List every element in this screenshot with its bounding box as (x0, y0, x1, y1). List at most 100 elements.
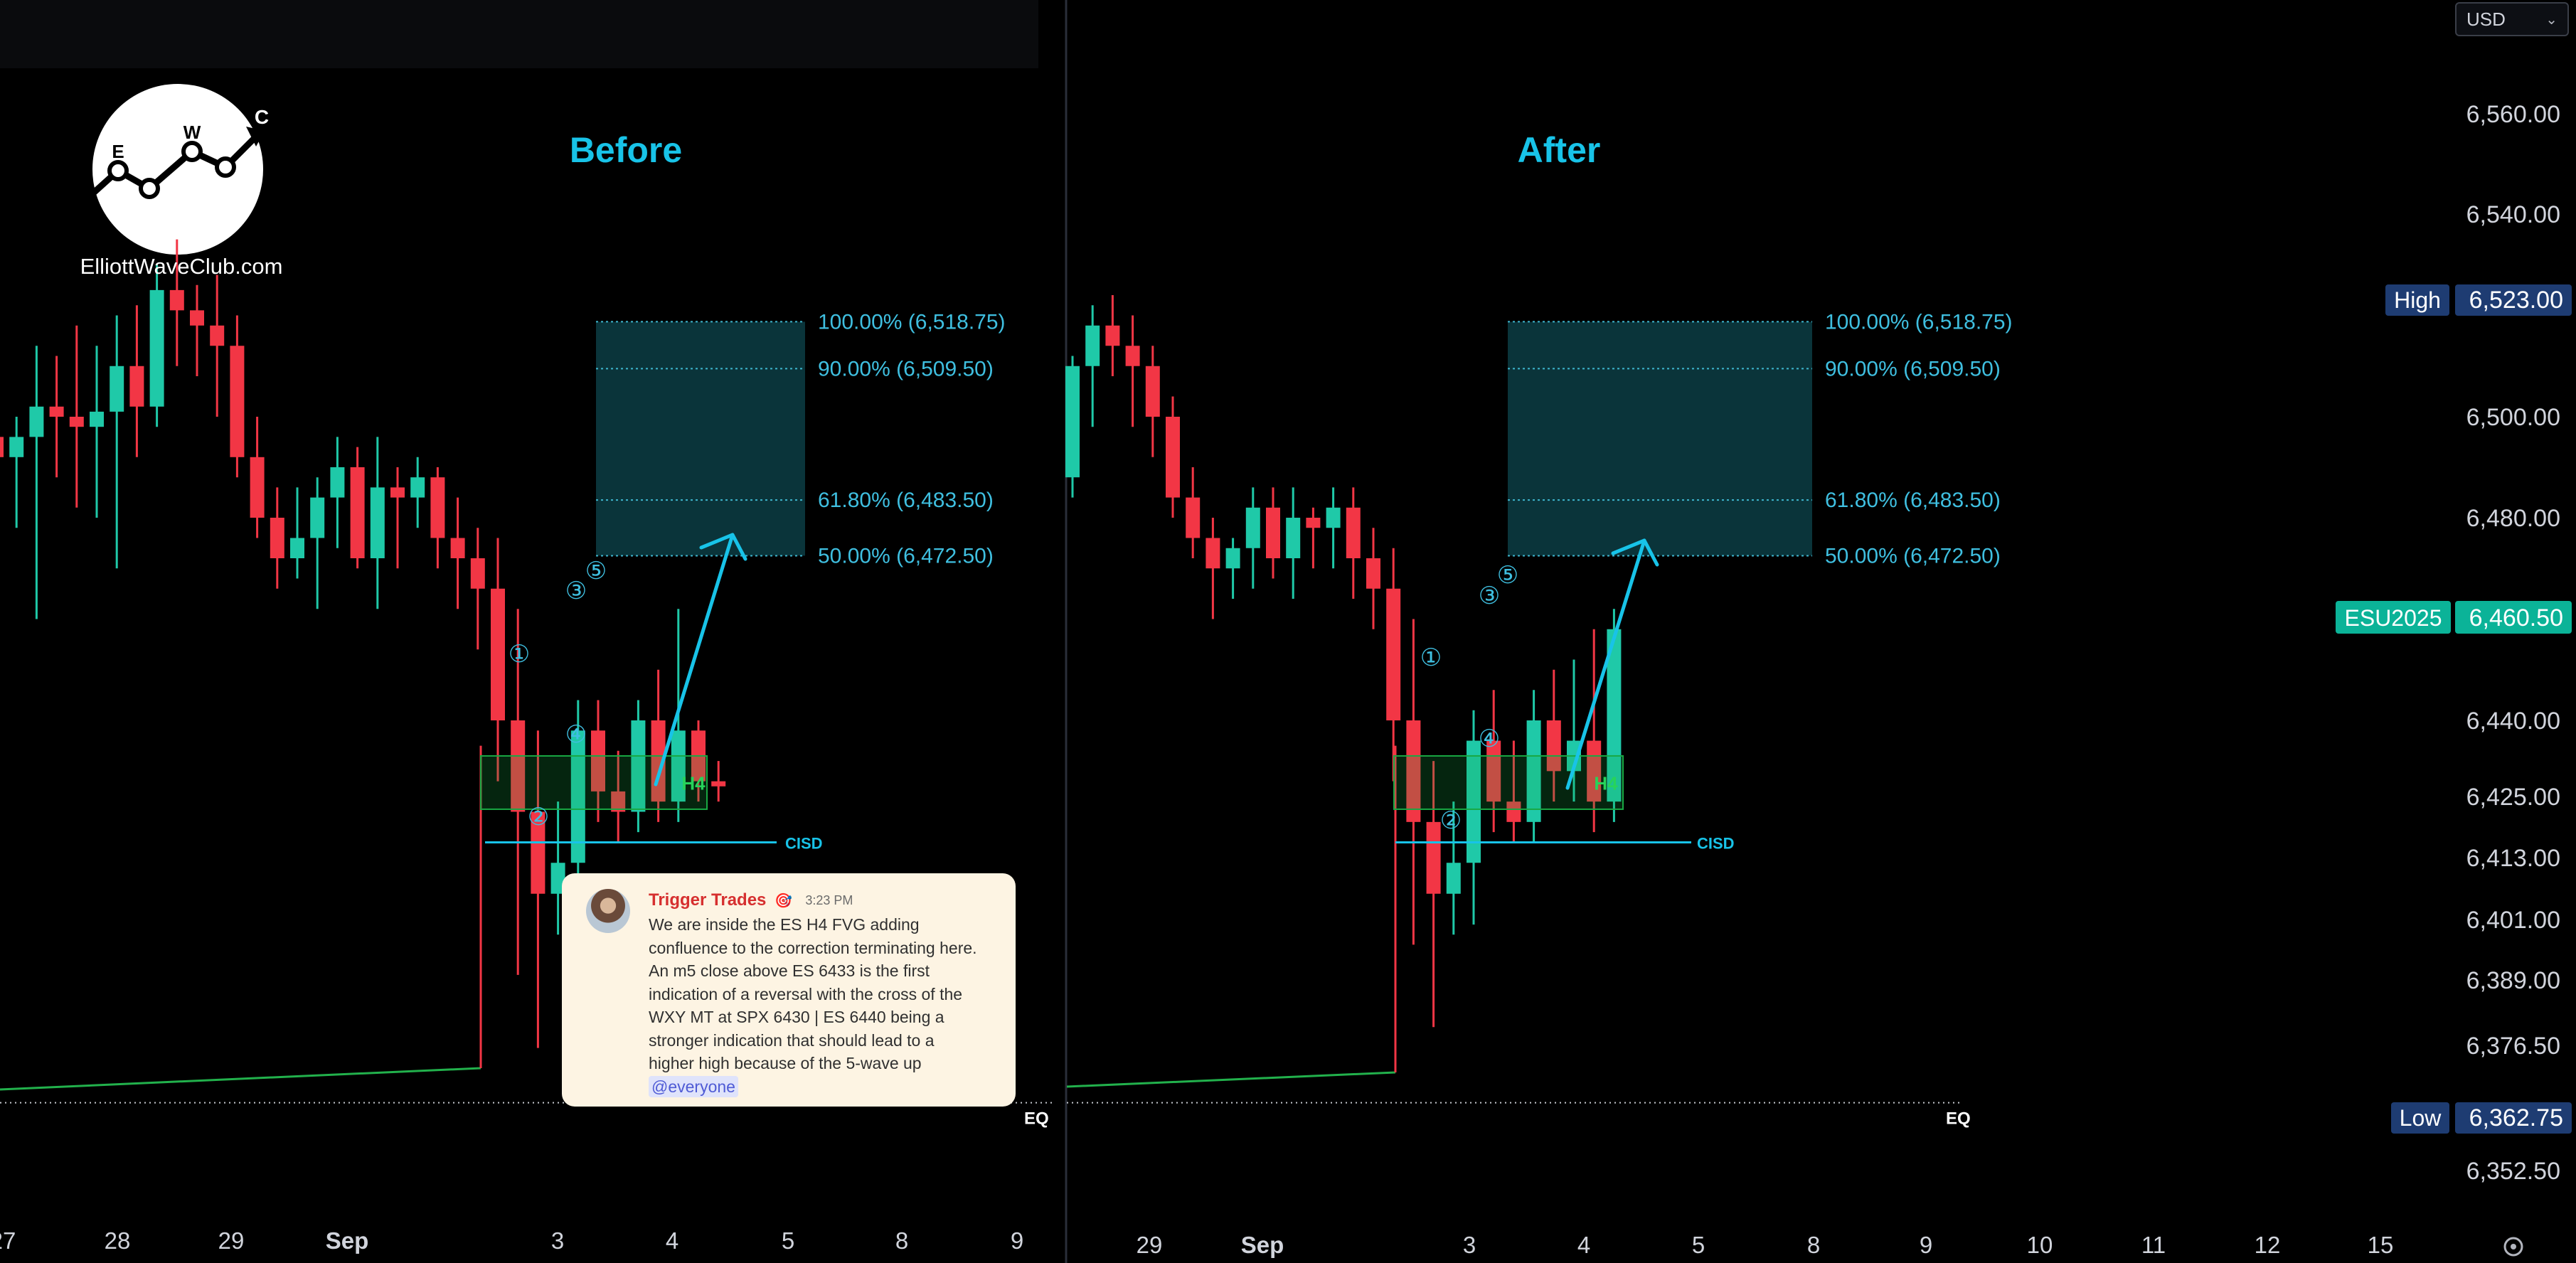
symbol-tag-value: 6,460.50 (2469, 604, 2563, 632)
candle-body[interactable] (390, 487, 405, 498)
projection-arrow[interactable] (654, 533, 735, 787)
candle-body[interactable] (29, 406, 44, 437)
chevron-down-icon: ⌄ (2545, 11, 2558, 28)
candle-body[interactable] (370, 487, 385, 558)
candle-body[interactable] (1166, 417, 1180, 498)
candle-body[interactable] (1145, 366, 1160, 417)
candle-body[interactable] (169, 289, 184, 311)
candle-body[interactable] (1366, 558, 1380, 589)
candle-body[interactable] (1125, 346, 1140, 366)
currency-select[interactable]: USD ⌄ (2455, 2, 2569, 36)
candle-body[interactable] (1467, 740, 1481, 863)
candle-body[interactable] (1446, 863, 1461, 894)
candle-body[interactable] (270, 518, 284, 558)
fib-zone[interactable] (1508, 321, 1812, 556)
candle-body[interactable] (1546, 720, 1561, 772)
cisd-label: CISD (1697, 835, 1735, 853)
time-tick-label: 15 (2368, 1232, 2394, 1258)
price-axis[interactable]: 6,560.00 6,540.00 6,500.00 6,480.00 6,44… (2466, 101, 2560, 1185)
message-line: higher high because of the 5-wave up (649, 1054, 922, 1072)
candle-body[interactable] (110, 366, 124, 412)
candle-body[interactable] (149, 289, 164, 407)
message-line: WXY MT at SPX 6430 | ES 6440 being a (649, 1008, 944, 1026)
high-tag-value-bg (2455, 284, 2572, 316)
price-label: 6,401.00 (2466, 907, 2560, 934)
cisd-label: CISD (785, 835, 823, 853)
projection-arrow[interactable] (1565, 538, 1646, 790)
chart-panel-after[interactable]: 100.00% (6,518.75) 90.00% (6,509.50) 61.80… (1065, 295, 2393, 1258)
candle-body[interactable] (611, 791, 626, 812)
chart-panel-before[interactable]: 100.00% (6,518.75) 90.00% (6,509.50) 61.80… (0, 239, 1053, 1254)
fvg-box[interactable] (480, 755, 708, 810)
candle-body[interactable] (591, 730, 605, 792)
fib-level-label: 61.80% (6,483.50) (818, 489, 994, 512)
candle-body[interactable] (350, 467, 365, 558)
candle-body[interactable] (491, 588, 505, 720)
candle-body[interactable] (1085, 325, 1100, 366)
trend-line[interactable] (1066, 1071, 1396, 1088)
gear-icon[interactable] (2503, 1237, 2523, 1257)
candle-body[interactable] (1186, 497, 1201, 538)
candle-body[interactable] (1266, 507, 1280, 558)
candle-body[interactable] (310, 497, 325, 538)
candle-body[interactable] (1426, 821, 1441, 894)
fib-level-label: 61.80% (6,483.50) (1825, 489, 2001, 512)
candle-body[interactable] (49, 406, 64, 417)
candle-body[interactable] (330, 467, 345, 498)
message-line: We are inside the ES H4 FVG adding (649, 915, 920, 934)
fib-zone[interactable] (596, 321, 805, 556)
candle-body[interactable] (1526, 720, 1541, 822)
time-tick-label: 3 (1463, 1232, 1476, 1258)
candle-body[interactable] (1406, 720, 1421, 822)
candle-body[interactable] (671, 730, 686, 802)
time-tick-label: 9 (1920, 1232, 1932, 1258)
candle-body[interactable] (1205, 538, 1220, 569)
candle-body[interactable] (1506, 801, 1521, 822)
candle-body[interactable] (1386, 588, 1401, 720)
candle-body[interactable] (129, 366, 144, 407)
time-tick-label: 9 (1011, 1227, 1023, 1254)
candle-body[interactable] (9, 437, 24, 457)
candle-body[interactable] (250, 457, 265, 518)
candle-body[interactable] (570, 730, 585, 863)
candle-body[interactable] (511, 720, 526, 812)
candle-body[interactable] (470, 558, 485, 589)
candle-body[interactable] (1346, 507, 1361, 558)
message-line: indication of a reversal with the cross … (649, 984, 963, 1003)
wave-label: ① (1420, 644, 1442, 671)
candle-body[interactable] (230, 346, 245, 457)
trend-line[interactable] (0, 1067, 481, 1091)
candle-body[interactable] (1607, 629, 1622, 802)
candle-body[interactable] (430, 477, 445, 538)
logo-node (181, 141, 203, 162)
candle-body[interactable] (450, 538, 465, 559)
target-icon: 🎯 (775, 892, 793, 909)
candle-body[interactable] (410, 477, 425, 498)
fvg-box[interactable] (1393, 755, 1624, 810)
candle-body[interactable] (631, 720, 646, 812)
candle-body[interactable] (1286, 518, 1301, 558)
candle-body[interactable] (90, 411, 104, 427)
high-tag-label: High (2394, 287, 2441, 313)
mention-everyone[interactable]: @everyone (649, 1075, 738, 1097)
logo-letter-e: E (112, 141, 124, 162)
candle-body[interactable] (0, 437, 4, 457)
candle-body[interactable] (190, 310, 204, 326)
candle-body[interactable] (651, 720, 666, 802)
candle-body[interactable] (69, 417, 84, 427)
candle-body[interactable] (550, 863, 565, 894)
candle-body[interactable] (290, 538, 304, 559)
candle-body[interactable] (1306, 518, 1321, 528)
candle-body[interactable] (210, 325, 225, 346)
candle-body[interactable] (1065, 366, 1080, 478)
message-timestamp: 3:23 PM (805, 892, 853, 907)
message-author[interactable]: Trigger Trades (649, 890, 767, 910)
wave-label: ③ (565, 577, 587, 604)
candle-body[interactable] (1105, 325, 1120, 346)
candle-body[interactable] (1245, 507, 1260, 548)
candle-body[interactable] (531, 811, 545, 894)
candle-body[interactable] (1326, 507, 1341, 528)
candle-body[interactable] (711, 781, 726, 787)
candle-body[interactable] (1225, 548, 1240, 569)
